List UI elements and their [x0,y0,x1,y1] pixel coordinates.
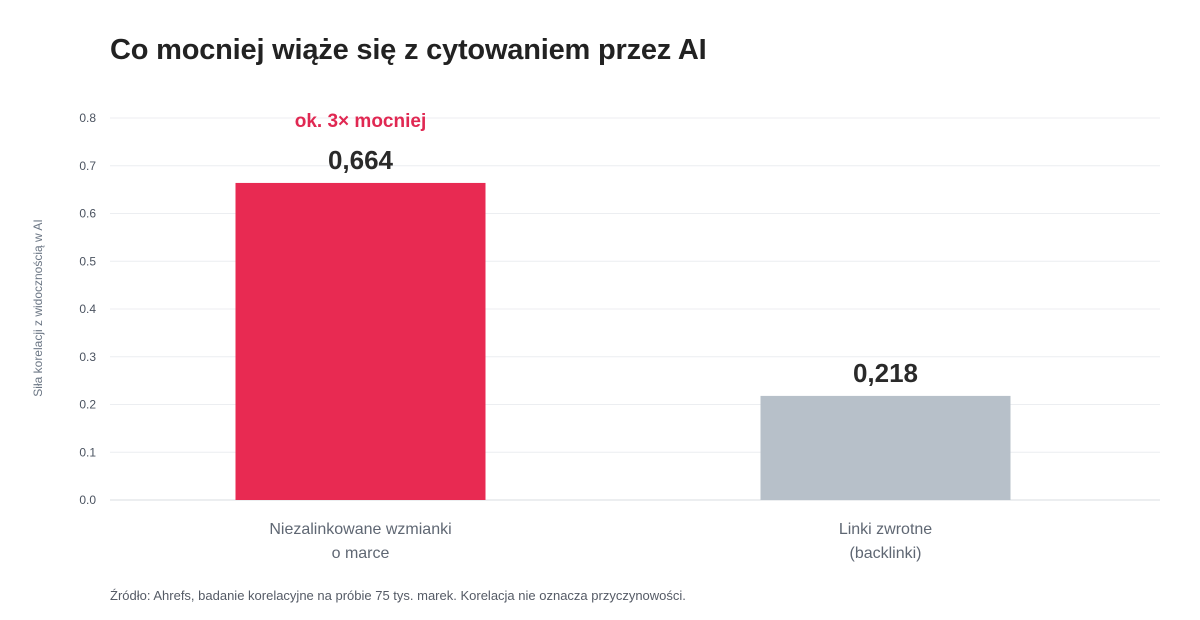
x-tick-label: Niezalinkowane wzmianki [269,521,451,538]
x-tick-label: (backlinki) [849,545,921,562]
y-axis-ticks: 0.0 0.1 0.2 0.3 0.4 0.5 0.6 0.7 0.8 [79,111,96,507]
y-tick-label: 0.3 [79,350,96,364]
y-tick-label: 0.1 [79,445,96,459]
x-tick-label: Linki zwrotne [839,521,932,538]
bars [235,182,1011,500]
y-tick-label: 0.8 [79,111,96,125]
value-labels: 0,664 ok. 3× mocniej 0,218 [295,111,918,388]
x-tick-label: o marce [332,545,390,562]
source-note: Źródło: Ahrefs, badanie korelacyjne na p… [110,588,686,603]
y-tick-label: 0.4 [79,302,96,316]
bar [235,182,486,500]
value-label: 0,664 [328,145,394,175]
y-tick-label: 0.7 [79,159,96,173]
value-label: 0,218 [853,358,918,388]
x-axis-categories: Niezalinkowane wzmianki o marce Linki zwro… [269,521,932,562]
y-tick-label: 0.5 [79,254,96,268]
bar [760,395,1011,500]
y-tick-label: 0.6 [79,207,96,221]
chart-title: Co mocniej wiąże się z cytowaniem przez … [110,34,707,66]
annotation: ok. 3× mocniej [295,111,426,132]
y-tick-label: 0.0 [79,493,96,507]
y-tick-label: 0.2 [79,398,96,412]
y-axis-label: Siła korelacji z widocznością w AI [31,219,45,396]
